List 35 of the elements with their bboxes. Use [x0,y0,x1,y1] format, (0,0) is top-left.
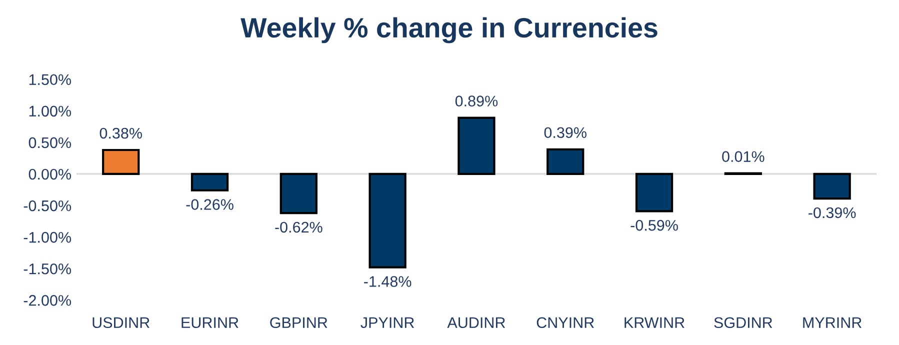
y-tick-label: -2.00% [24,295,72,306]
x-tick-label: AUDINR [447,317,506,328]
y-tick-label: 1.50% [29,74,72,86]
y-tick-label: 0.00% [28,168,72,180]
bar [813,172,851,200]
x-tick-label: USDINR [92,317,150,328]
bar [368,172,406,268]
y-tick-label: -0.50% [24,200,72,212]
data-label: 0.39% [544,127,586,138]
y-tick-label: 0.50% [28,137,72,148]
data-label: -0.26% [186,199,234,210]
bar [635,172,674,212]
x-tick-label: CNYINR [536,317,594,328]
data-label: -0.59% [630,220,678,231]
bar [102,148,140,176]
x-tick-label: SGDINR [714,317,772,328]
x-tick-label: MYRINR [803,317,862,328]
y-tick-label: -1.00% [24,232,72,243]
x-tick-label: KRWINR [624,317,684,328]
x-tick-label: GBPINR [270,317,328,328]
data-label: 0.01% [722,151,764,162]
data-label: -1.48% [364,276,412,287]
bar [190,172,229,192]
y-tick-label: -1.50% [24,263,72,274]
x-tick-label: JPYINR [360,317,414,328]
chart-title: Weekly % change in Currencies [240,17,658,44]
y-tick-label: 1.00% [29,106,72,117]
data-label: 0.89% [455,96,498,106]
data-label: -0.62% [275,222,322,233]
x-tick-label: EURINR [182,317,238,328]
data-label: -0.39% [808,207,856,218]
data-label: 0.38% [100,128,142,139]
bar [458,116,496,176]
bar [280,172,318,214]
bar [546,148,584,176]
